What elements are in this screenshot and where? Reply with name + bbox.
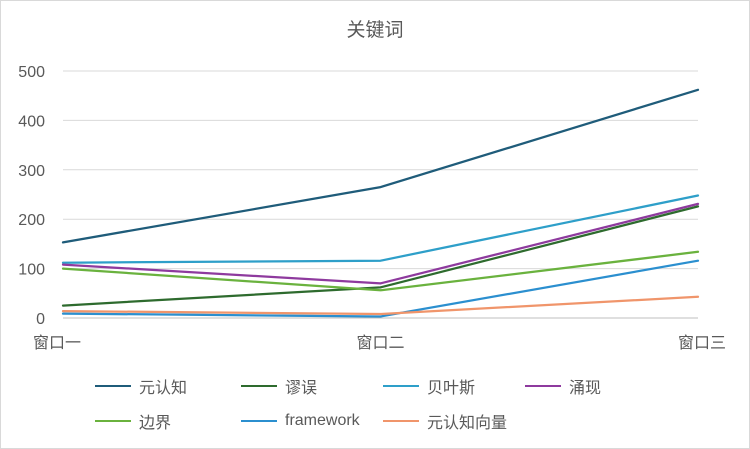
- legend-swatch: [383, 420, 419, 422]
- y-tick-label: 400: [18, 113, 45, 130]
- chart-title: 关键词: [346, 20, 404, 41]
- legend-label: 元认知向量: [427, 415, 508, 432]
- series-line-边界: [61, 250, 700, 292]
- x-tick-label: 窗口三: [678, 334, 726, 352]
- legend-swatch: [95, 385, 131, 387]
- series-line-涌现: [61, 202, 700, 285]
- legend-label: 涌现: [569, 380, 602, 397]
- legend-item[interactable]: framework: [241, 410, 360, 432]
- legend-item[interactable]: 元认知向量: [383, 410, 507, 432]
- legend-label: 边界: [139, 415, 172, 432]
- y-tick-label: 500: [18, 64, 45, 81]
- legend-item[interactable]: 元认知: [95, 375, 187, 397]
- y-tick-label: 300: [18, 163, 45, 180]
- legend-swatch: [95, 420, 131, 422]
- legend-item[interactable]: 谬误: [241, 375, 317, 397]
- series-line-谬误: [61, 205, 700, 307]
- legend-swatch: [241, 385, 277, 387]
- legend-item[interactable]: 贝叶斯: [383, 375, 475, 397]
- series-line-元认知: [61, 88, 700, 244]
- legend-swatch: [383, 385, 419, 387]
- legend-item[interactable]: 边界: [95, 410, 171, 432]
- legend-label: 谬误: [285, 380, 318, 397]
- legend-item[interactable]: 涌现: [525, 375, 601, 397]
- legend-swatch: [525, 385, 561, 387]
- series-line-framework: [61, 259, 700, 318]
- y-tick-label: 200: [18, 212, 45, 229]
- legend-label: 元认知: [139, 380, 188, 397]
- series-line-贝叶斯: [61, 194, 700, 264]
- series-line-元认知向量: [61, 295, 700, 316]
- legend-label: 贝叶斯: [427, 380, 476, 397]
- legend-swatch: [241, 420, 277, 422]
- y-tick-label: 0: [36, 311, 45, 328]
- y-tick-label: 100: [18, 262, 45, 279]
- x-tick-label: 窗口二: [356, 334, 404, 352]
- legend-label: framework: [285, 412, 360, 429]
- x-tick-label: 窗口一: [33, 334, 81, 352]
